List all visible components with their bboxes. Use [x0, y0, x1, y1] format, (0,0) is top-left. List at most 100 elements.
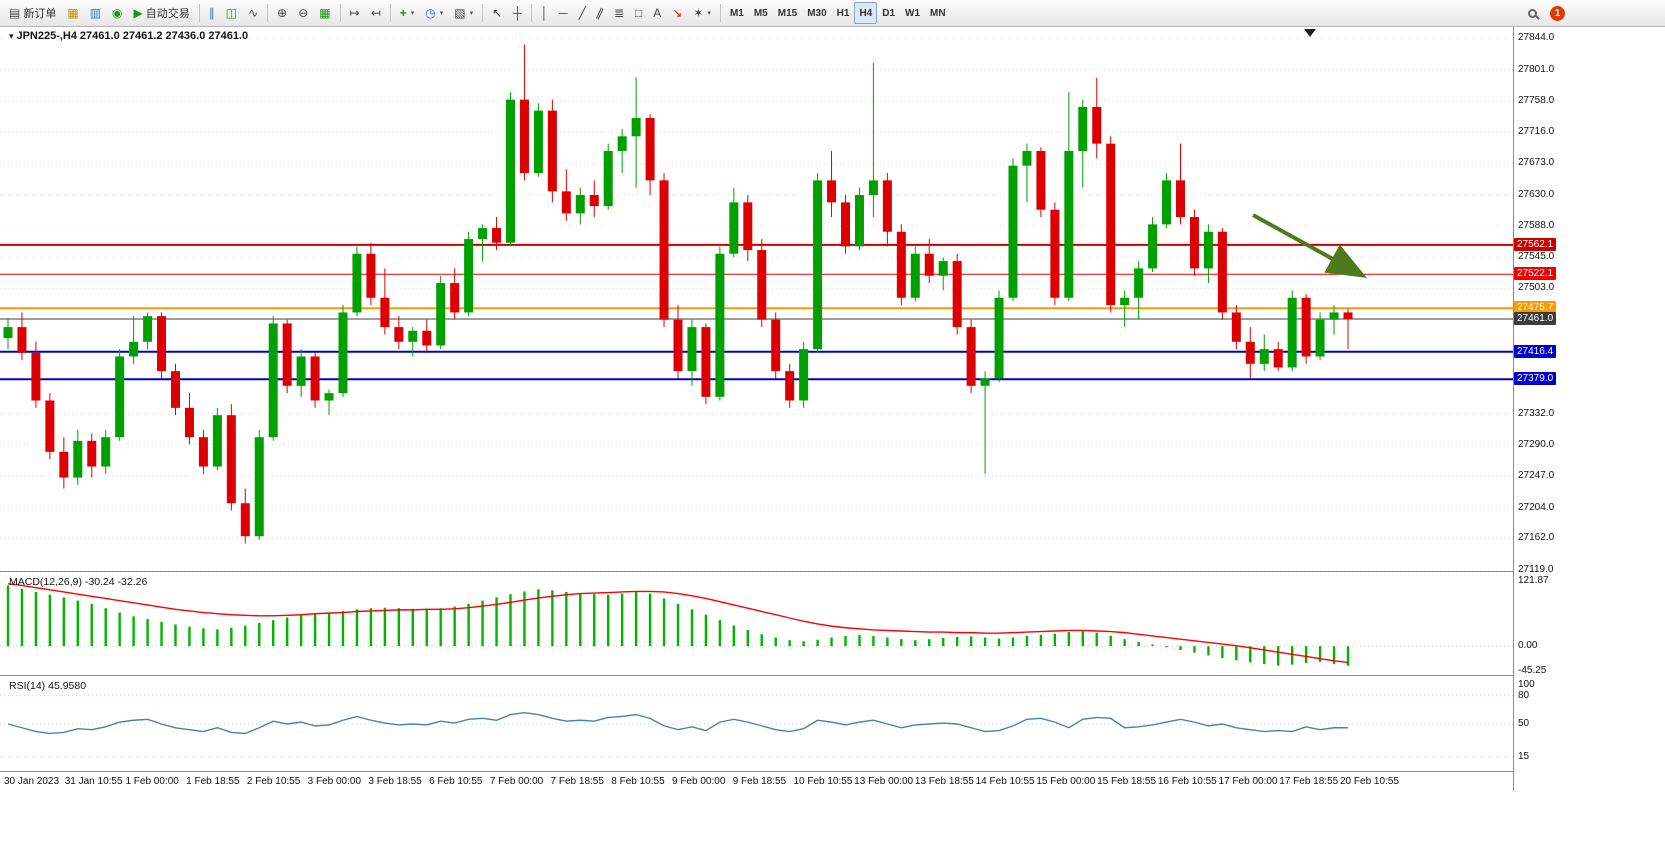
data-window-button[interactable]: ▥: [85, 2, 106, 24]
timeframe-group: M1 M5 M15 M30 H1 H4 D1 W1 MN: [725, 2, 951, 24]
indicators-button[interactable]: + ▾: [395, 2, 420, 24]
cursor-button[interactable]: ↖: [487, 2, 507, 24]
time-tick-label: 13 Feb 00:00: [854, 776, 914, 787]
axis-tick-label: 27630.0: [1518, 189, 1555, 201]
tile-windows-button[interactable]: ▦: [314, 2, 335, 24]
navigator-button[interactable]: ◉: [107, 2, 127, 24]
more-tools-button[interactable]: ✶ ▾: [688, 2, 716, 24]
price-tag: 27461.0: [1514, 312, 1557, 326]
time-axis[interactable]: 30 Jan 2023 31 Jan 10:55 1 Feb 00:00 1 Feb …: [0, 773, 1513, 791]
chart-shift-button[interactable]: ↤: [366, 2, 386, 24]
cursor-icon: ↖: [492, 6, 503, 20]
time-tick-label: 15 Feb 00:00: [1036, 776, 1096, 787]
periods-dropdown-icon: ▾: [439, 10, 444, 17]
crosshair-button[interactable]: ┼: [508, 2, 527, 24]
navigator-icon: ◉: [112, 6, 123, 20]
time-tick-label: 3 Feb 00:00: [307, 776, 361, 787]
zoom-out-icon: ⊖: [298, 6, 309, 20]
text-tool-icon: A: [653, 6, 662, 20]
timeframe-m1-button[interactable]: M1: [725, 2, 749, 24]
price-axis[interactable]: 27844.0 27801.0 27758.0 27716.0 27673.0 27630…: [1513, 27, 1665, 791]
autotrade-icon: ▶: [133, 6, 143, 20]
toolbar-separator: [719, 4, 721, 22]
equidistant-channel-icon: ∥: [594, 5, 606, 21]
one-click-trading-arrow-icon[interactable]: ▾: [9, 31, 14, 41]
line-chart-icon: ∿: [248, 6, 259, 20]
search-button[interactable]: [1523, 2, 1542, 24]
search-icon: [1528, 8, 1537, 18]
timeframe-mn-button[interactable]: MN: [925, 2, 951, 24]
autotrade-button[interactable]: ▶ 自动交易: [129, 2, 195, 24]
autotrade-label: 自动交易: [145, 8, 190, 20]
templates-button[interactable]: ▧ ▾: [449, 2, 478, 24]
axis-tick-label: 27204.0: [1518, 501, 1555, 513]
timeframe-h4-button[interactable]: H4: [854, 2, 878, 24]
timeframe-m15-button[interactable]: M15: [773, 2, 802, 24]
horizontal-line-button[interactable]: ─: [554, 2, 573, 24]
main-chart-svg[interactable]: [0, 27, 1513, 572]
vertical-line-button[interactable]: │: [536, 2, 554, 24]
zoom-out-button[interactable]: ⊖: [293, 2, 313, 24]
price-tag: 27475.7: [1514, 301, 1557, 315]
time-tick-label: 7 Feb 00:00: [489, 776, 544, 787]
macd-panel[interactable]: MACD(12,26,9) -30.24 -32.26: [0, 573, 1513, 676]
rsi-svg[interactable]: [0, 677, 1513, 772]
rsi-name: RSI(14): [9, 680, 46, 692]
time-tick-label: 1 Feb 18:55: [186, 776, 240, 787]
axis-tick-label: 27162.0: [1518, 532, 1555, 544]
price-tag: 27522.1: [1514, 267, 1557, 281]
market-watch-icon: ▦: [67, 6, 79, 20]
axis-tick-label: -45.25: [1518, 664, 1547, 676]
periods-button[interactable]: ◷ ▾: [420, 2, 448, 24]
axis-tick-label: 27247.0: [1518, 470, 1555, 482]
time-tick-label: 6 Feb 10:55: [429, 776, 483, 787]
toolbar-separator: [389, 4, 391, 22]
shapes-button[interactable]: □: [630, 2, 647, 24]
rsi-panel[interactable]: RSI(14) 45.9580: [0, 677, 1513, 772]
trendline-icon: ╱: [578, 6, 586, 20]
time-tick-label: 3 Feb 18:55: [368, 776, 422, 787]
macd-label: MACD(12,26,9) -30.24 -32.26: [9, 576, 147, 588]
axis-tick-label: 80: [1518, 689, 1530, 701]
arrows-button[interactable]: ↘: [667, 2, 687, 24]
axis-tick-label: 27801.0: [1518, 63, 1555, 75]
candle-chart-button[interactable]: ◫: [221, 2, 242, 24]
fibonacci-button[interactable]: ≣: [609, 2, 629, 24]
timeframe-m5-button[interactable]: M5: [749, 2, 773, 24]
axis-tick-label: 27673.0: [1518, 157, 1555, 169]
new-order-button[interactable]: ▤ 新订单: [4, 2, 61, 24]
channel-button[interactable]: ∥: [592, 2, 608, 24]
new-order-label: 新订单: [23, 8, 57, 20]
timeframe-h1-button[interactable]: H1: [832, 2, 855, 24]
shapes-icon: □: [635, 6, 643, 20]
auto-scroll-button[interactable]: ↦: [345, 2, 365, 24]
zoom-in-button[interactable]: ⊕: [272, 2, 292, 24]
more-tools-icon: ✶: [693, 6, 704, 20]
time-tick-label: 30 Jan 2023: [4, 776, 60, 787]
timeframe-w1-button[interactable]: W1: [900, 2, 925, 24]
market-watch-button[interactable]: ▦: [62, 2, 83, 24]
trendline-button[interactable]: ╱: [574, 2, 591, 24]
horizontal-line-icon: ─: [559, 6, 568, 20]
axis-tick-label: 27503.0: [1518, 282, 1555, 294]
line-chart-button[interactable]: ∿: [243, 2, 263, 24]
arrows-tool-icon: ↘: [672, 6, 683, 20]
bar-chart-button[interactable]: ∥: [204, 2, 220, 24]
text-button[interactable]: A: [648, 2, 666, 24]
timeframe-d1-button[interactable]: D1: [877, 2, 900, 24]
data-window-icon: ▥: [89, 6, 102, 20]
more-tools-dropdown-icon: ▾: [707, 10, 711, 17]
trend-arrow-annotation[interactable]: [1252, 213, 1368, 278]
main-chart-panel[interactable]: ▾ JPN225-,H4 27461.0 27461.2 27436.0 274…: [0, 27, 1513, 572]
axis-tick-label: 50: [1518, 718, 1530, 729]
time-tick-label: 16 Feb 10:55: [1157, 776, 1217, 787]
toolbar-right: 1: [1523, 2, 1565, 24]
tile-windows-icon: ▦: [319, 6, 331, 20]
timeframe-m30-button[interactable]: M30: [802, 2, 831, 24]
bar-chart-icon: ∥: [208, 6, 215, 20]
price-tag: 27379.0: [1514, 372, 1557, 386]
macd-svg[interactable]: [0, 573, 1513, 676]
bar-position-marker-icon: [1304, 29, 1316, 37]
notification-badge[interactable]: 1: [1550, 5, 1565, 21]
